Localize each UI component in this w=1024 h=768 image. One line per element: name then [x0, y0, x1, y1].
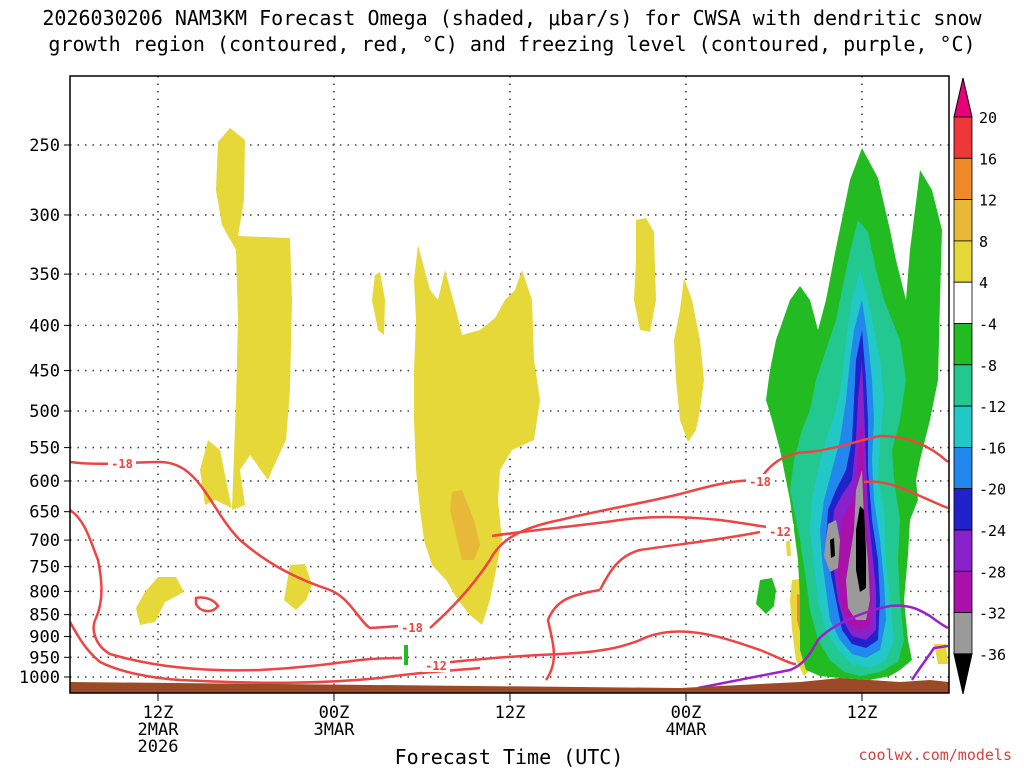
y-axis: 2503003504004505005506006507007508008509… [19, 136, 70, 688]
colorbar-label: 12 [979, 192, 997, 210]
y-tick-label: 400 [29, 316, 60, 336]
x-tick-label: 00Z [319, 703, 350, 723]
y-tick-label: 650 [29, 503, 60, 523]
colorbar-label: -16 [979, 439, 1006, 457]
omega-region-yellow [284, 564, 312, 610]
colorbar-label: 4 [979, 274, 988, 292]
contour-label: -12 [769, 525, 791, 539]
colorbar: 20 16 12 8 4 -4 -8 -12 -16 -20 -24 -28 -32 -36 [953, 77, 1006, 695]
y-tick-label: 900 [29, 628, 60, 648]
colorbar-swatch [953, 116, 973, 159]
contour-label: -12 [425, 659, 447, 673]
x-tick-label: 12Z [495, 703, 526, 723]
omega-region-yellow [414, 245, 540, 625]
omega-region-green [404, 645, 408, 665]
x-tick-label: 2MAR [138, 720, 180, 740]
colorbar-label: -32 [979, 605, 1006, 623]
colorbar-label: -8 [979, 357, 997, 375]
colorbar-label: 8 [979, 233, 988, 251]
colorbar-top-arrow [953, 77, 973, 118]
colorbar-swatch [953, 488, 973, 531]
omega-region-yellow [674, 278, 704, 442]
x-tick-label: 2026 [138, 737, 179, 757]
y-tick-label: 700 [29, 531, 60, 551]
contour-label: -18 [749, 475, 771, 489]
colorbar-swatch [953, 281, 973, 324]
colorbar-swatch [953, 199, 973, 242]
y-tick-label: 300 [29, 206, 60, 226]
colorbar-swatch [953, 612, 973, 655]
colorbar-label: -12 [979, 398, 1006, 416]
colorbar-label: -28 [979, 563, 1006, 581]
omega-region-orange [450, 490, 480, 560]
y-tick-label: 250 [29, 136, 60, 156]
chart-title-line-1: 2026030206 NAM3KM Forecast Omega (shaded… [42, 6, 982, 30]
colorbar-swatch [953, 157, 973, 201]
colorbar-swatch [953, 364, 973, 407]
credit-text: coolwx.com/models [858, 746, 1012, 764]
colorbar-label: 20 [979, 109, 997, 127]
omega-region-black [856, 506, 866, 592]
colorbar-bottom-arrow [953, 653, 973, 695]
x-tick-label: 12Z [143, 703, 174, 723]
colorbar-swatch [953, 529, 973, 572]
colorbar-swatch [953, 405, 973, 448]
x-axis-label: Forecast Time (UTC) [395, 745, 624, 768]
contour-label: -18 [111, 457, 133, 471]
y-tick-label: 500 [29, 402, 60, 422]
y-tick-label: 950 [29, 648, 60, 668]
y-tick-label: 800 [29, 582, 60, 602]
y-tick-label: 850 [29, 606, 60, 626]
colorbar-label: -36 [979, 646, 1006, 664]
x-tick-label: 00Z [671, 703, 702, 723]
freezing-level-contour [697, 604, 949, 690]
omega-region-yellow [200, 128, 292, 510]
omega-region-yellow [934, 644, 948, 664]
colorbar-swatch [953, 240, 973, 283]
contour-label-group: -18 -18 -18 -12 -12 [108, 456, 794, 673]
omega-region-yellow [634, 218, 656, 332]
omega-region-yellow [786, 540, 791, 556]
colorbar-swatch [953, 446, 973, 490]
omega-region-yellow [136, 577, 184, 625]
colorbar-label: -20 [979, 481, 1006, 499]
colorbar-label: 16 [979, 150, 997, 168]
y-tick-label: 550 [29, 439, 60, 459]
y-tick-label: 600 [29, 472, 60, 492]
y-tick-label: 1000 [19, 668, 60, 688]
y-tick-label: 750 [29, 558, 60, 578]
colorbar-swatch [953, 570, 973, 613]
contour-label: -18 [401, 621, 423, 635]
colorbar-label: -24 [979, 522, 1006, 540]
y-tick-label: 450 [29, 362, 60, 382]
colorbar-label: -4 [979, 316, 997, 334]
colorbar-swatch [953, 323, 973, 366]
x-tick-label: 4MAR [666, 720, 708, 740]
omega-region-black [830, 538, 835, 558]
omega-shading [70, 128, 949, 693]
chart-title-line-2: growth region (contoured, red, °C) and f… [48, 32, 975, 56]
terrain-fill [70, 678, 949, 693]
omega-region-green [756, 578, 776, 614]
y-tick-label: 350 [29, 265, 60, 285]
x-tick-label: 12Z [847, 703, 878, 723]
omega-region-yellow [372, 272, 385, 335]
x-tick-label: 3MAR [314, 720, 356, 740]
